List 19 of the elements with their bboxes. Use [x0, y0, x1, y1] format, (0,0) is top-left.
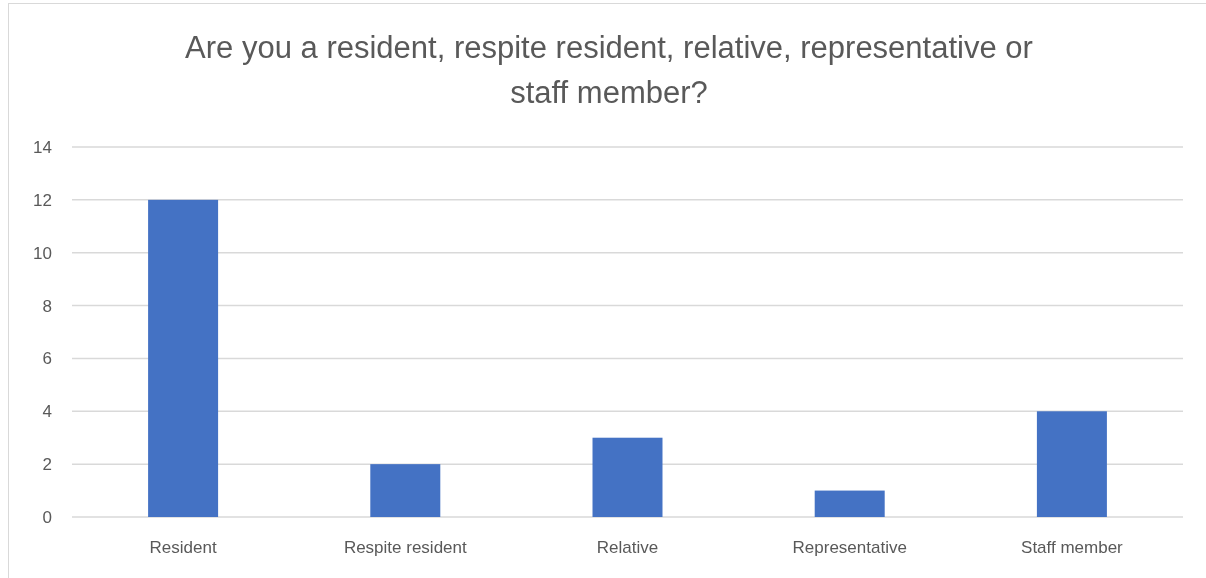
- bar: [148, 199, 219, 517]
- bar: [1036, 411, 1107, 517]
- y-tick-label: 14: [33, 137, 52, 157]
- x-tick-label: Representative: [792, 538, 907, 558]
- bar: [814, 490, 885, 517]
- y-tick-label: 12: [33, 190, 52, 210]
- y-tick-label: 2: [42, 455, 52, 475]
- x-tick-label: Staff member: [1021, 538, 1124, 558]
- bar: [370, 464, 441, 517]
- y-tick-label: 10: [33, 243, 52, 263]
- chart-title: Are you a resident, respite resident, relative, representative or staff member?: [185, 30, 1033, 110]
- y-tick-label: 8: [42, 296, 52, 316]
- x-tick-label: Relative: [596, 538, 659, 558]
- x-tick-label: Resident: [149, 538, 217, 558]
- y-tick-label: 4: [42, 402, 52, 422]
- x-tick-label: Respite resident: [343, 538, 467, 558]
- y-tick-label: 0: [42, 507, 52, 527]
- y-tick-label: 6: [42, 349, 52, 369]
- bar: [592, 437, 663, 517]
